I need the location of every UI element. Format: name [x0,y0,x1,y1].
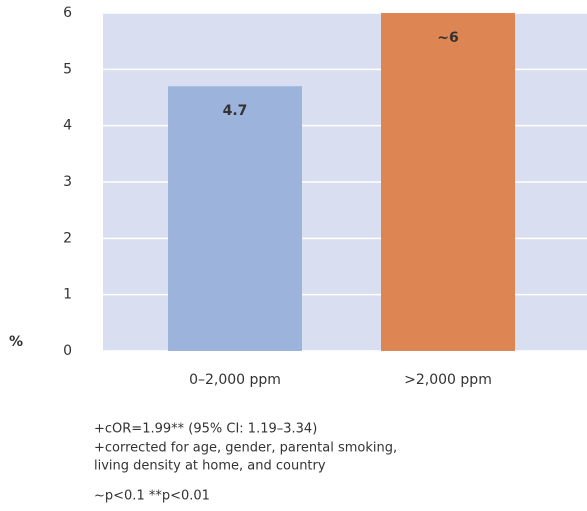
footnote: +cOR=1.99** (95% CI: 1.19–3.34) [94,422,317,437]
y-tick-label: 3 [63,174,72,190]
y-tick-label: 4 [63,118,72,134]
value-label: ~6 [437,30,458,46]
footnote: ~p<0.1 **p<0.01 [94,489,210,504]
x-tick-label: >2,000 ppm [404,372,492,388]
y-tick-label: 2 [63,230,72,246]
bar [381,13,515,351]
y-tick-label: 6 [63,5,72,21]
x-tick-label: 0–2,000 ppm [189,372,281,388]
y-tick-label: 0 [63,343,72,359]
footnote: +corrected for age, gender, parental smo… [94,441,397,456]
footnote: living density at home, and country [94,459,326,474]
y-axis-label: % [9,334,23,350]
value-label: 4.7 [223,103,248,119]
y-tick-label: 5 [63,61,72,77]
bar [168,86,302,351]
y-tick-label: 1 [63,287,72,303]
